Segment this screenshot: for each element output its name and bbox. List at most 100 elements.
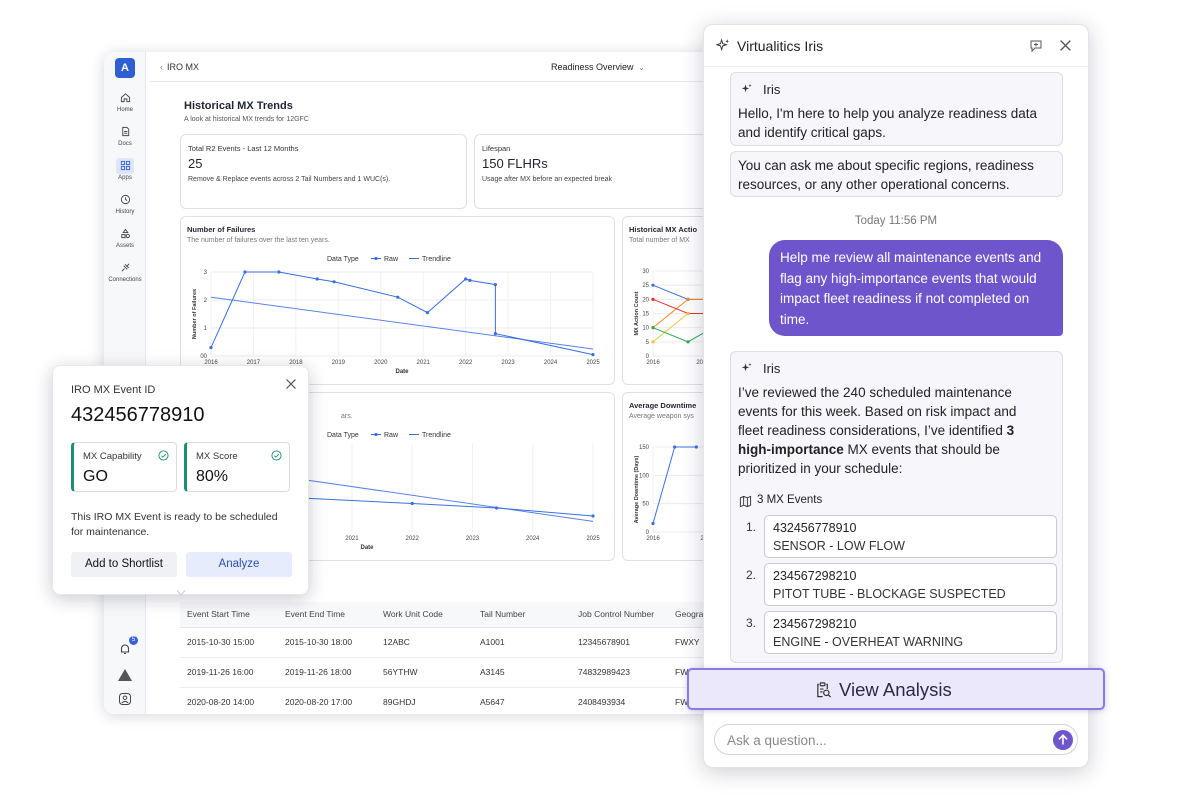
- close-icon[interactable]: [1059, 39, 1072, 52]
- user-profile-icon[interactable]: [118, 692, 132, 706]
- message-timestamp: Today 11:56 PM: [854, 215, 938, 227]
- legend-label: Raw: [384, 256, 399, 263]
- legend-label: Raw: [384, 432, 399, 439]
- data-point: [243, 270, 247, 274]
- table-row[interactable]: 2020-08-20 14:00 2020-08-20 17:00 89GHDJ…: [180, 687, 708, 714]
- event-item[interactable]: 234567298210 PITOT TUBE - BLOCKAGE SUSPE…: [764, 563, 1057, 606]
- bell-icon[interactable]: [118, 642, 132, 656]
- data-point: [651, 297, 655, 301]
- x-tick-label: 2016: [646, 360, 660, 366]
- arrow-up-icon: [1058, 734, 1068, 745]
- popup-pointer-icon: [176, 590, 186, 596]
- y-tick-label: 2: [204, 298, 208, 304]
- table-row[interactable]: 2019-11-26 16:00 2019-11-26 18:00 56YTHW…: [180, 657, 708, 688]
- x-tick-label: 2019: [332, 360, 346, 366]
- column-header[interactable]: Event Start Time: [180, 602, 278, 628]
- rail-item-docs[interactable]: Docs: [104, 124, 146, 147]
- assistant-reply: Iris I’ve reviewed the 240 scheduled mai…: [730, 351, 1063, 663]
- chevron-left-icon: ‹: [160, 62, 163, 72]
- rail-item-connections[interactable]: Connections: [104, 260, 146, 283]
- reply-text-bold: 3 high-importance: [738, 423, 1015, 457]
- table-cell: 12ABC: [376, 627, 473, 658]
- stat-card-events: Total R2 Events - Last 12 Months 25 Remo…: [180, 134, 467, 209]
- table-row[interactable]: 2015-10-30 15:00 2015-10-30 18:00 12ABC …: [180, 627, 708, 658]
- x-tick-label: 2025: [586, 360, 600, 366]
- x-tick-label: 2021: [417, 360, 431, 366]
- column-header[interactable]: Event End Time: [278, 602, 376, 628]
- rail-label: Home: [116, 107, 133, 113]
- chart-card-failures: Number of Failures The number of failure…: [180, 216, 615, 385]
- x-tick-label: 2024: [526, 536, 540, 542]
- view-select[interactable]: Readiness Overview ⌄: [551, 62, 645, 72]
- assistant-message: Iris Hello, I'm here to help you analyze…: [730, 72, 1063, 146]
- reply-text: I’ve reviewed the 240 scheduled maintena…: [738, 383, 1044, 478]
- column-header[interactable]: Geogra: [668, 602, 708, 628]
- ask-input[interactable]: [727, 731, 1047, 749]
- breadcrumb[interactable]: ‹ IRO MX: [160, 62, 199, 72]
- section-subtitle: A look at historical MX trends for 12GFC: [184, 116, 309, 123]
- x-tick-label: 2022: [459, 360, 473, 366]
- event-description: PITOT TUBE - BLOCKAGE SUSPECTED: [773, 587, 1006, 601]
- event-id: 234567298210: [773, 617, 857, 631]
- y-tick-label: 10: [642, 326, 649, 332]
- rail-item-history[interactable]: History: [104, 192, 146, 215]
- data-point: [332, 280, 336, 284]
- stat-value: 150 FLHRs: [482, 156, 548, 171]
- table-cell: A1001: [473, 627, 571, 658]
- y-axis-label: MX Action Count: [634, 291, 640, 335]
- event-item[interactable]: 234567298210 ENGINE - OVERHEAT WARNING: [764, 611, 1057, 654]
- rail-item-home[interactable]: Home: [104, 90, 146, 113]
- data-point: [651, 521, 655, 526]
- event-id: 432456778910: [71, 404, 205, 426]
- y-tick-label: 5: [646, 340, 650, 346]
- data-point: [651, 326, 655, 330]
- table-cell: A5647: [473, 687, 571, 714]
- y-tick-label: 3: [204, 270, 208, 276]
- assistant-message: You can ask me about specific regions, r…: [730, 151, 1063, 197]
- column-header[interactable]: Job Control Number: [571, 602, 668, 628]
- event-number: 3.: [746, 616, 757, 630]
- section-title: Historical MX Trends: [184, 100, 293, 112]
- chart-title: Historical MX Actio: [629, 225, 698, 234]
- data-point: [591, 353, 595, 357]
- event-item[interactable]: 432456778910 SENSOR - LOW FLOW: [764, 515, 1057, 558]
- stat-description: Usage after MX before an expected break: [482, 176, 612, 183]
- table-header-row: Event Start Time Event End Time Work Uni…: [180, 602, 708, 628]
- x-tick-label: 2025: [586, 536, 600, 542]
- user-message: Help me review all maintenance events an…: [769, 240, 1063, 336]
- data-point: [673, 445, 677, 449]
- rail-item-assets[interactable]: Assets: [104, 226, 146, 249]
- event-id: 432456778910: [773, 521, 857, 535]
- metric-mx-capability: MX Capability GO: [71, 442, 177, 492]
- y-tick-label: 1: [204, 326, 208, 332]
- legend-title: Data Type: [327, 432, 359, 439]
- y-tick-label: 0: [646, 530, 650, 536]
- column-header[interactable]: Work Unit Code: [376, 602, 473, 628]
- close-icon[interactable]: [285, 378, 297, 390]
- new-chat-icon[interactable]: [1029, 39, 1043, 53]
- history-icon: [120, 194, 130, 204]
- check-circle-icon: [158, 450, 169, 461]
- analyze-button[interactable]: Analyze: [186, 552, 292, 577]
- home-icon: [120, 92, 130, 102]
- data-point: [315, 277, 319, 281]
- add-to-shortlist-button[interactable]: Add to Shortlist: [71, 552, 177, 577]
- send-button[interactable]: [1053, 730, 1073, 750]
- metric-value: 80%: [196, 468, 229, 485]
- view-select-label: Readiness Overview: [551, 62, 634, 72]
- alert-triangle-icon[interactable]: [117, 668, 133, 682]
- chat-header: Virtualitics Iris: [704, 25, 1088, 67]
- map-icon: [739, 495, 752, 508]
- table-cell: 12345678901: [571, 627, 668, 658]
- y-tick-label: 30: [642, 269, 649, 275]
- event-popup: IRO MX Event ID 432456778910 MX Capabili…: [52, 365, 309, 596]
- view-analysis-button[interactable]: View Analysis: [687, 668, 1105, 710]
- rail-item-apps[interactable]: Apps: [104, 158, 146, 181]
- data-point: [410, 501, 414, 506]
- stat-description: Remove & Replace events across 2 Tail Nu…: [188, 176, 391, 183]
- chart-subtitle: Total number of MX: [629, 237, 690, 244]
- app-logo[interactable]: A: [115, 58, 135, 78]
- column-header[interactable]: Tail Number: [473, 602, 571, 628]
- reply-text-part: MX events that should be prioritized in …: [738, 442, 1000, 476]
- chat-panel: Virtualitics Iris Iris Hello, I'm here t…: [703, 24, 1089, 768]
